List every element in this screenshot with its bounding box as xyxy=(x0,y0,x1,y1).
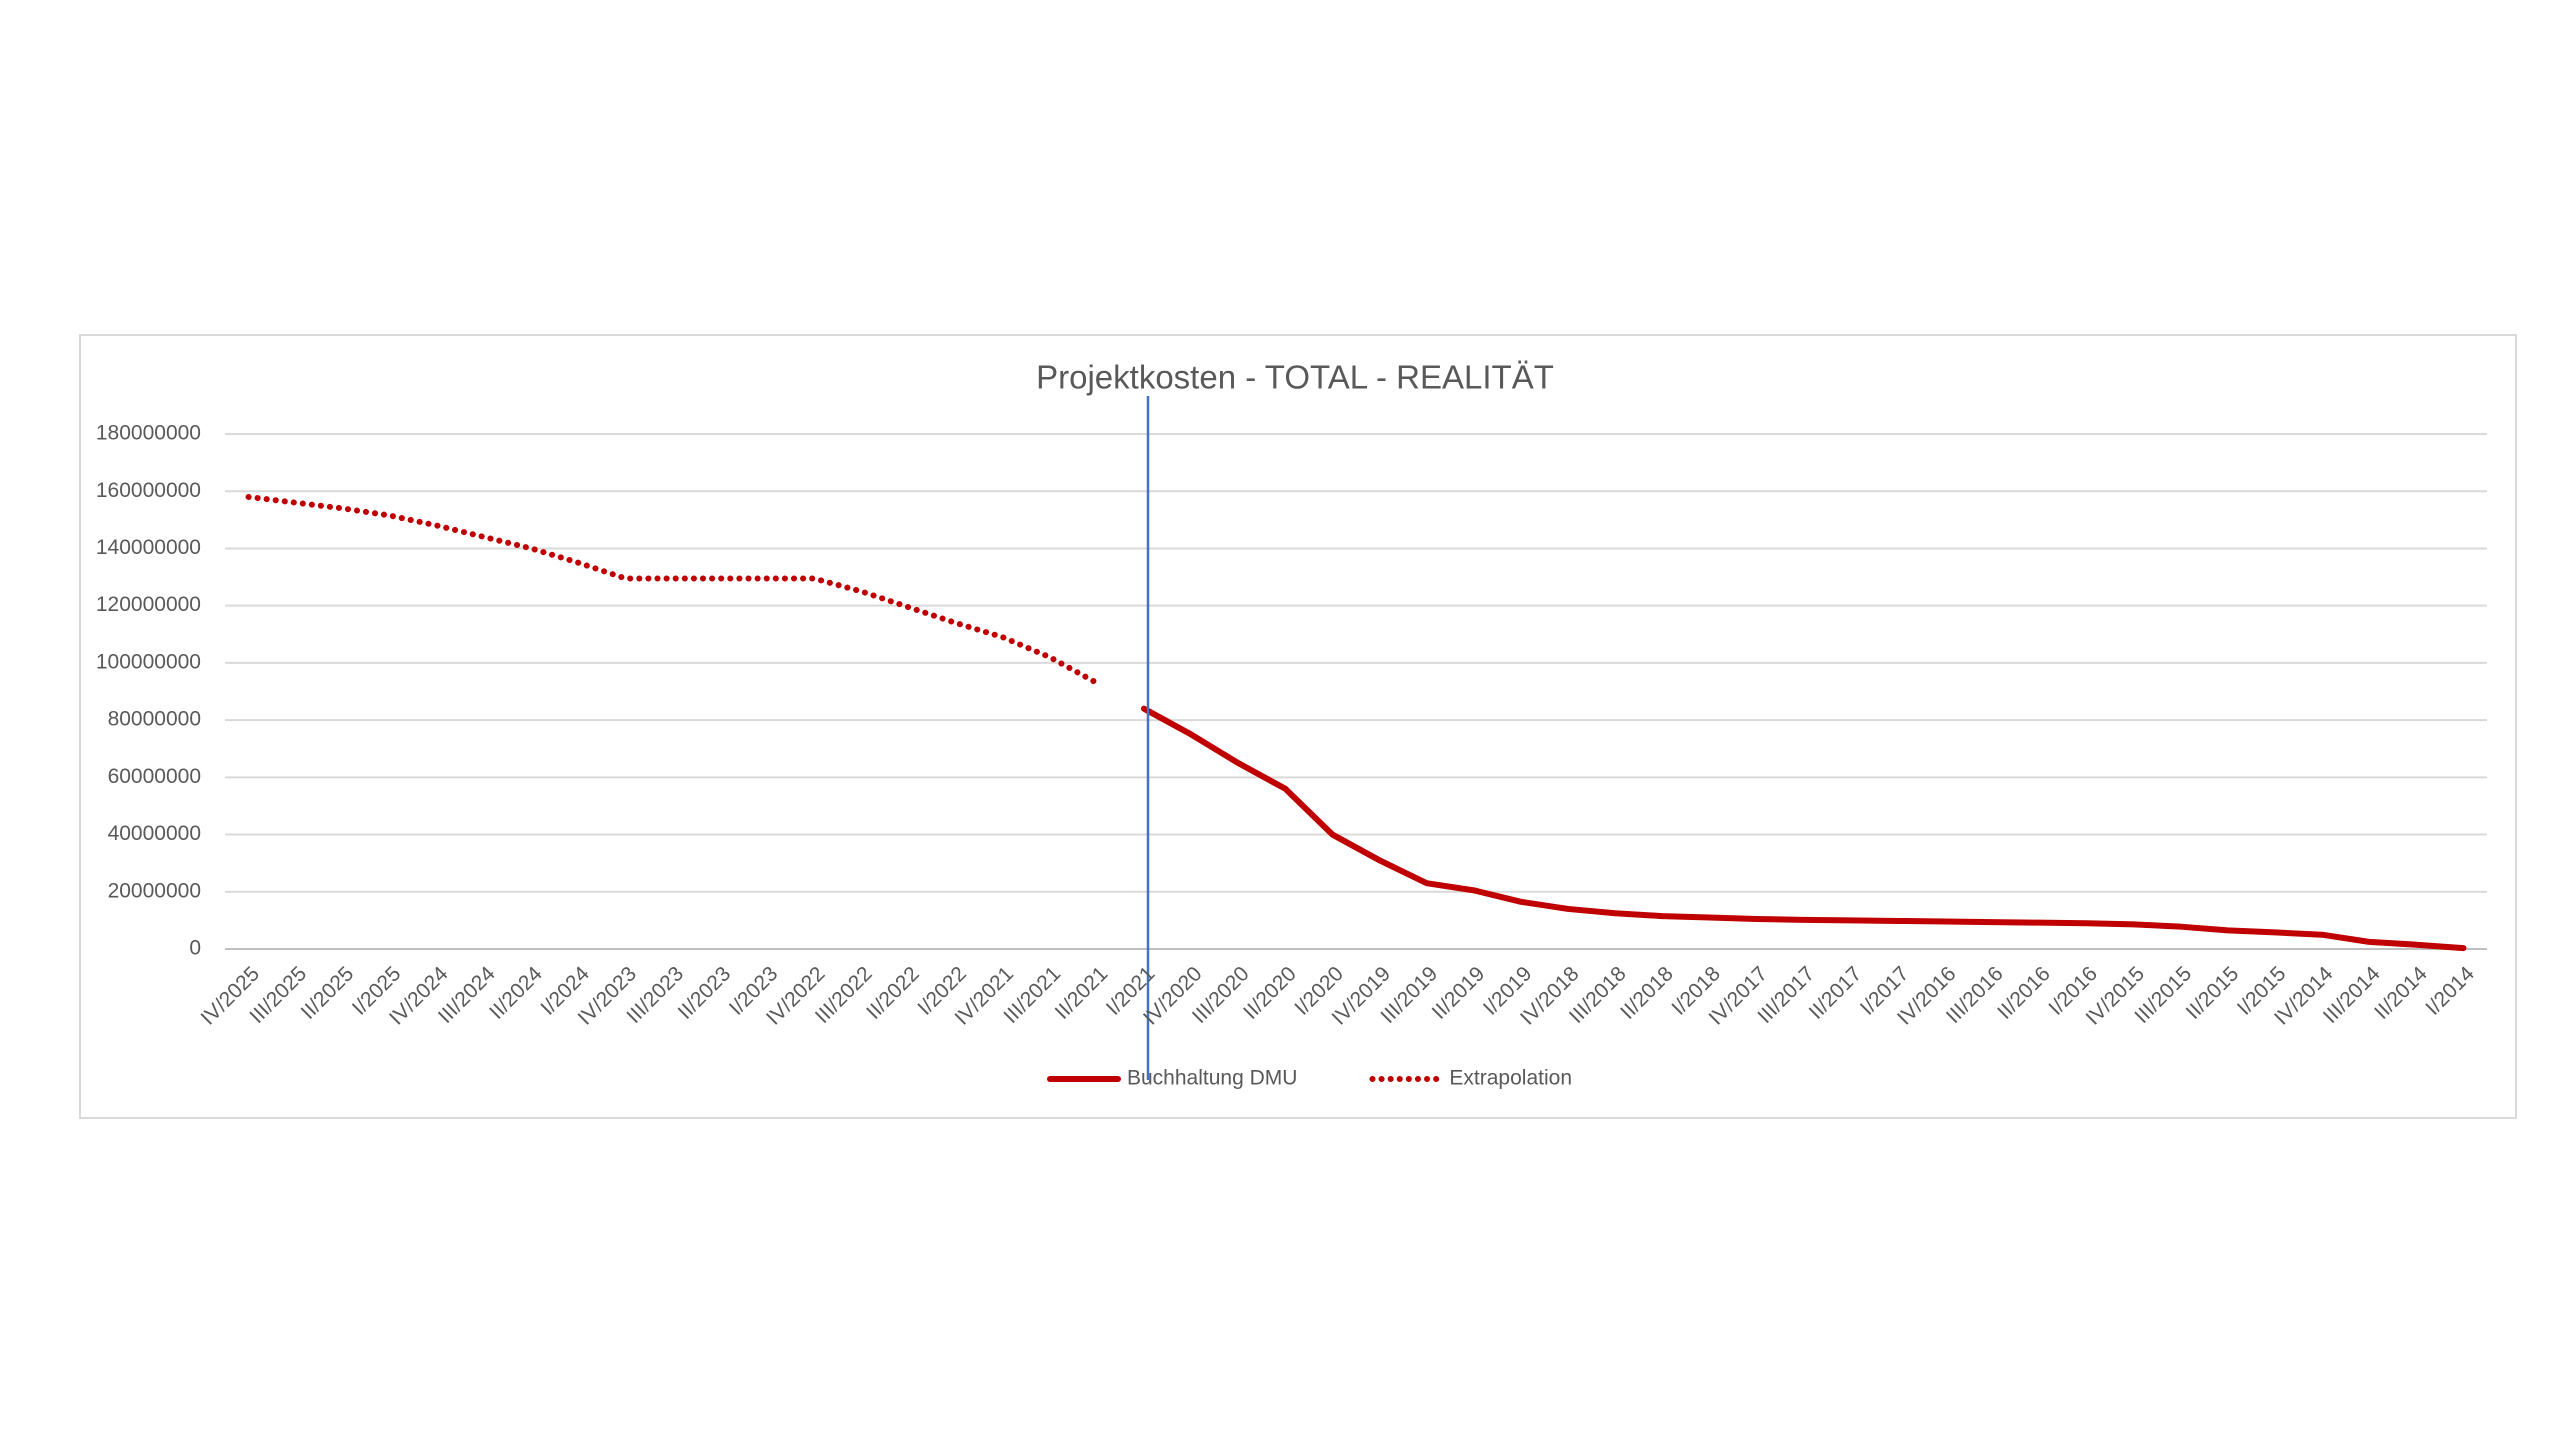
chart-title: Projektkosten - TOTAL - REALITÄT xyxy=(1036,359,1554,396)
series-line xyxy=(245,493,1100,686)
y-tick-label: 20000000 xyxy=(108,879,201,902)
y-tick-label: 180000000 xyxy=(96,422,201,445)
chart-border xyxy=(79,334,2517,1119)
y-tick-label: 60000000 xyxy=(108,765,201,788)
legend-label: Buchhaltung DMU xyxy=(1127,1067,1297,1090)
y-tick-label: 40000000 xyxy=(108,822,201,845)
y-tick-label: 0 xyxy=(189,937,201,960)
y-tick-label: 80000000 xyxy=(108,708,201,731)
y-tick-label: 120000000 xyxy=(96,593,201,616)
y-tick-label: 100000000 xyxy=(96,650,201,673)
series-line xyxy=(1140,705,2467,952)
legend-label: Extrapolation xyxy=(1449,1067,1572,1090)
y-tick-label: 140000000 xyxy=(96,536,201,559)
y-tick-label: 160000000 xyxy=(96,479,201,502)
